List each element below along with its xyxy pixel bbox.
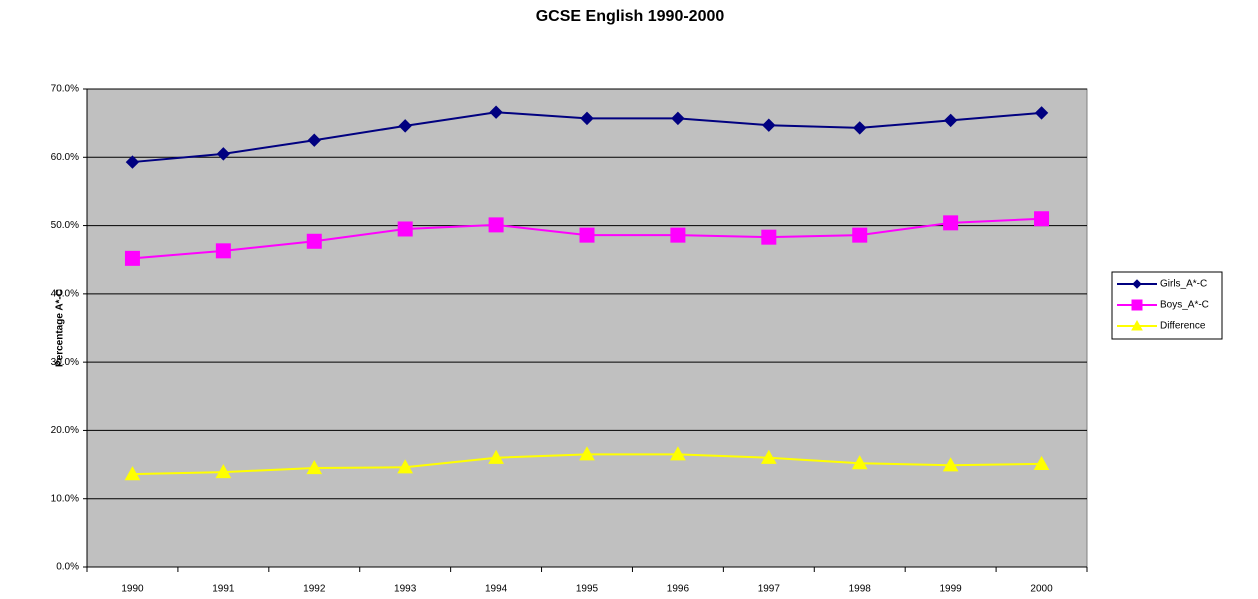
marker: [306, 459, 323, 475]
y-tick-label: 60.0%: [51, 152, 79, 163]
marker: [579, 227, 595, 243]
legend-label: Boys_A*-C: [1160, 300, 1209, 311]
x-tick-label: 1997: [758, 584, 781, 595]
marker: [216, 147, 231, 161]
x-tick-label: 1996: [667, 584, 690, 595]
legend-label: Difference: [1160, 321, 1206, 332]
marker: [397, 459, 414, 474]
y-tick-label: 40.0%: [51, 288, 79, 299]
marker: [579, 446, 595, 461]
marker: [761, 229, 777, 245]
x-tick-label: 1998: [849, 584, 872, 595]
marker: [1132, 279, 1142, 289]
marker: [670, 227, 686, 243]
y-tick-label: 0.0%: [56, 562, 79, 573]
y-tick-label: 30.0%: [51, 357, 79, 368]
legend-label: Girls_A*-C: [1160, 279, 1207, 290]
marker: [1131, 319, 1143, 331]
x-tick-label: 1994: [485, 584, 508, 595]
x-tick-label: 1992: [303, 584, 326, 595]
y-tick-label: 50.0%: [51, 220, 79, 231]
marker: [853, 121, 867, 135]
y-axis-title: Percentage A*-C: [55, 289, 66, 367]
marker: [852, 227, 868, 243]
marker: [397, 221, 413, 237]
marker: [760, 449, 777, 464]
x-tick-label: 2000: [1030, 584, 1053, 595]
marker: [488, 449, 504, 464]
marker: [215, 464, 232, 479]
marker: [125, 155, 140, 169]
marker: [671, 111, 685, 126]
marker: [488, 217, 504, 233]
y-tick-label: 70.0%: [51, 84, 79, 95]
chart-title: GCSE English 1990-2000: [536, 8, 725, 25]
marker: [1034, 211, 1050, 227]
marker: [124, 466, 141, 481]
marker: [215, 243, 231, 259]
x-tick-label: 1991: [212, 584, 235, 595]
marker: [398, 119, 412, 133]
marker: [851, 455, 868, 470]
marker: [943, 215, 959, 231]
y-tick-label: 20.0%: [51, 425, 79, 436]
x-tick-label: 1993: [394, 584, 417, 595]
y-tick-label: 10.0%: [51, 493, 79, 504]
marker: [762, 118, 776, 132]
marker: [580, 111, 594, 126]
marker: [942, 457, 959, 472]
plot-area: [86, 88, 1088, 568]
x-tick-label: 1995: [576, 584, 599, 595]
marker: [306, 233, 322, 249]
x-tick-label: 1990: [121, 584, 144, 595]
marker: [1131, 299, 1143, 311]
marker: [670, 446, 686, 461]
marker: [307, 133, 321, 147]
x-tick-label: 1999: [940, 584, 963, 595]
marker: [943, 113, 958, 128]
marker: [489, 105, 503, 119]
marker: [1033, 455, 1050, 470]
marker: [1034, 106, 1049, 120]
marker: [124, 250, 140, 266]
